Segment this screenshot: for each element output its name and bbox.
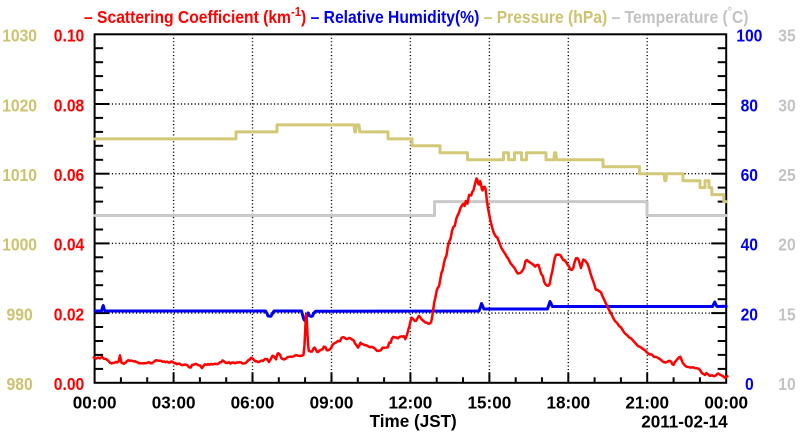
svg-text:Time (JST): Time (JST) [370, 411, 457, 432]
svg-text:12:00: 12:00 [389, 392, 433, 413]
svg-text:0.06: 0.06 [54, 165, 84, 185]
svg-text:25: 25 [778, 165, 795, 185]
svg-text:15: 15 [778, 304, 795, 324]
svg-text:15:00: 15:00 [468, 392, 512, 413]
svg-text:09:00: 09:00 [310, 392, 354, 413]
svg-text:100: 100 [736, 26, 762, 46]
svg-text:990: 990 [7, 304, 33, 324]
svg-text:40: 40 [741, 235, 758, 255]
svg-text:20: 20 [778, 235, 795, 255]
svg-text:0: 0 [745, 374, 754, 394]
svg-text:20: 20 [741, 304, 758, 324]
svg-text:– Scattering Coefficient (km-1: – Scattering Coefficient (km-1) – Relati… [84, 4, 748, 27]
svg-text:0.02: 0.02 [54, 304, 84, 324]
svg-text:0.00: 0.00 [54, 374, 84, 394]
svg-text:0.04: 0.04 [54, 235, 85, 255]
svg-text:30: 30 [778, 95, 795, 115]
svg-text:06:00: 06:00 [231, 392, 275, 413]
svg-text:2011-02-14: 2011-02-14 [641, 411, 728, 432]
svg-text:21:00: 21:00 [625, 392, 669, 413]
svg-text:35: 35 [778, 26, 795, 46]
svg-text:60: 60 [741, 165, 758, 185]
svg-text:00:00: 00:00 [73, 392, 117, 413]
svg-text:980: 980 [7, 374, 33, 394]
svg-text:0.08: 0.08 [54, 95, 84, 115]
svg-text:1020: 1020 [2, 95, 37, 115]
svg-text:10: 10 [778, 374, 795, 394]
svg-text:00:00: 00:00 [704, 392, 748, 413]
svg-text:18:00: 18:00 [546, 392, 590, 413]
svg-text:0.10: 0.10 [54, 26, 84, 46]
svg-text:03:00: 03:00 [152, 392, 196, 413]
svg-text:80: 80 [741, 95, 758, 115]
svg-text:1010: 1010 [2, 165, 37, 185]
svg-text:1030: 1030 [2, 26, 37, 46]
svg-text:1000: 1000 [2, 235, 37, 255]
